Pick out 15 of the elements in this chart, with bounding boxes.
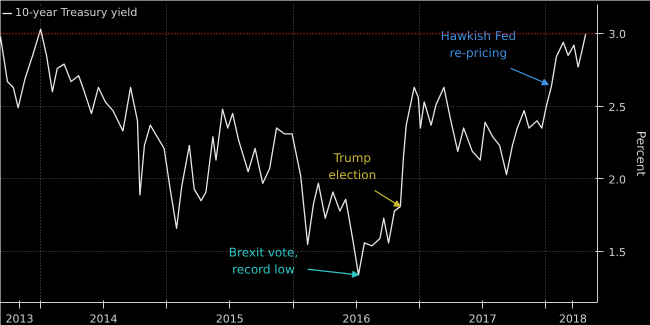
y-axis-title: Percent	[634, 130, 648, 176]
y-tick-label: 3.0	[608, 28, 626, 42]
annotation: Brexit vote, record low	[228, 245, 298, 276]
x-tick-label: 2014	[90, 312, 118, 325]
y-tick-label: 2.0	[608, 173, 626, 186]
x-tick-label: 2016	[342, 312, 370, 325]
x-tick-label: 2017	[468, 312, 497, 325]
legend-label: 10-year Treasury yield	[15, 6, 138, 19]
x-tick-label: 2013	[6, 312, 34, 325]
y-tick-label: 1.5	[608, 246, 626, 260]
annotation: Hawkish Fed re-pricing	[440, 29, 516, 60]
x-tick-label: 2018	[558, 312, 587, 325]
annotation: Trump election	[328, 151, 376, 182]
y-tick-label: 2.5	[608, 100, 626, 114]
x-tick-label: 2015	[216, 312, 244, 325]
